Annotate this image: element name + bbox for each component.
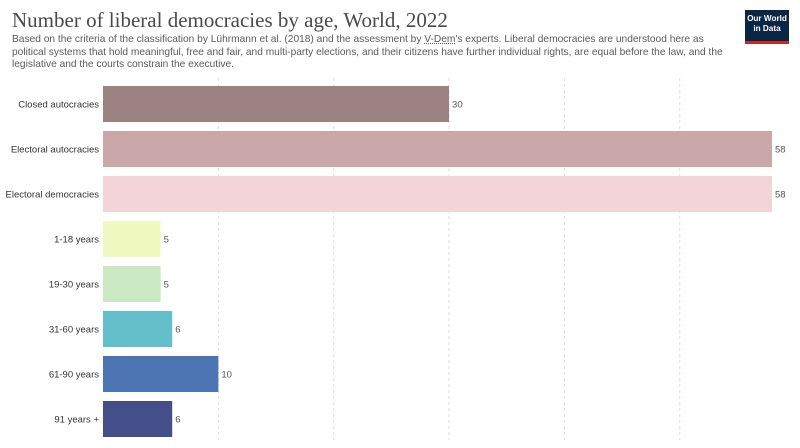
category-label: 91 years + bbox=[54, 415, 99, 426]
category-label: 1-18 years bbox=[54, 235, 99, 246]
bar[interactable] bbox=[103, 311, 173, 347]
v-dem-link[interactable]: V-Dem bbox=[424, 34, 456, 45]
owid-logo[interactable]: Our World in Data bbox=[745, 10, 789, 44]
value-label: 30 bbox=[452, 100, 463, 111]
value-label: 58 bbox=[775, 190, 786, 201]
category-label: Closed autocracies bbox=[18, 100, 99, 111]
chart-title: Number of liberal democracies by age, Wo… bbox=[12, 8, 448, 32]
bar[interactable] bbox=[103, 221, 161, 257]
bar[interactable] bbox=[103, 131, 772, 167]
value-label: 58 bbox=[775, 145, 786, 156]
bar[interactable] bbox=[103, 266, 161, 302]
subtitle-text-after: 's experts. Liberal democracies are unde… bbox=[12, 34, 723, 71]
chart-subtitle: Based on the criteria of the classificat… bbox=[12, 34, 724, 72]
category-label: Electoral autocracies bbox=[11, 145, 99, 156]
value-label: 5 bbox=[164, 280, 169, 291]
logo-accent-bar bbox=[745, 41, 789, 44]
category-label: 31-60 years bbox=[49, 325, 99, 336]
value-label: 6 bbox=[175, 415, 180, 426]
bar[interactable] bbox=[103, 176, 772, 212]
value-label: 6 bbox=[175, 325, 180, 336]
bar[interactable] bbox=[103, 401, 173, 437]
bar[interactable] bbox=[103, 86, 450, 122]
value-label: 10 bbox=[221, 370, 232, 381]
logo-line-1: Our World bbox=[747, 14, 787, 23]
category-label: Electoral democracies bbox=[6, 190, 100, 201]
subtitle-text-before: Based on the criteria of the classificat… bbox=[12, 34, 425, 45]
logo-line-2: in Data bbox=[753, 23, 781, 33]
value-label: 5 bbox=[164, 235, 169, 246]
category-label: 61-90 years bbox=[49, 370, 99, 381]
category-label: 19-30 years bbox=[49, 280, 99, 291]
bar[interactable] bbox=[103, 356, 219, 392]
